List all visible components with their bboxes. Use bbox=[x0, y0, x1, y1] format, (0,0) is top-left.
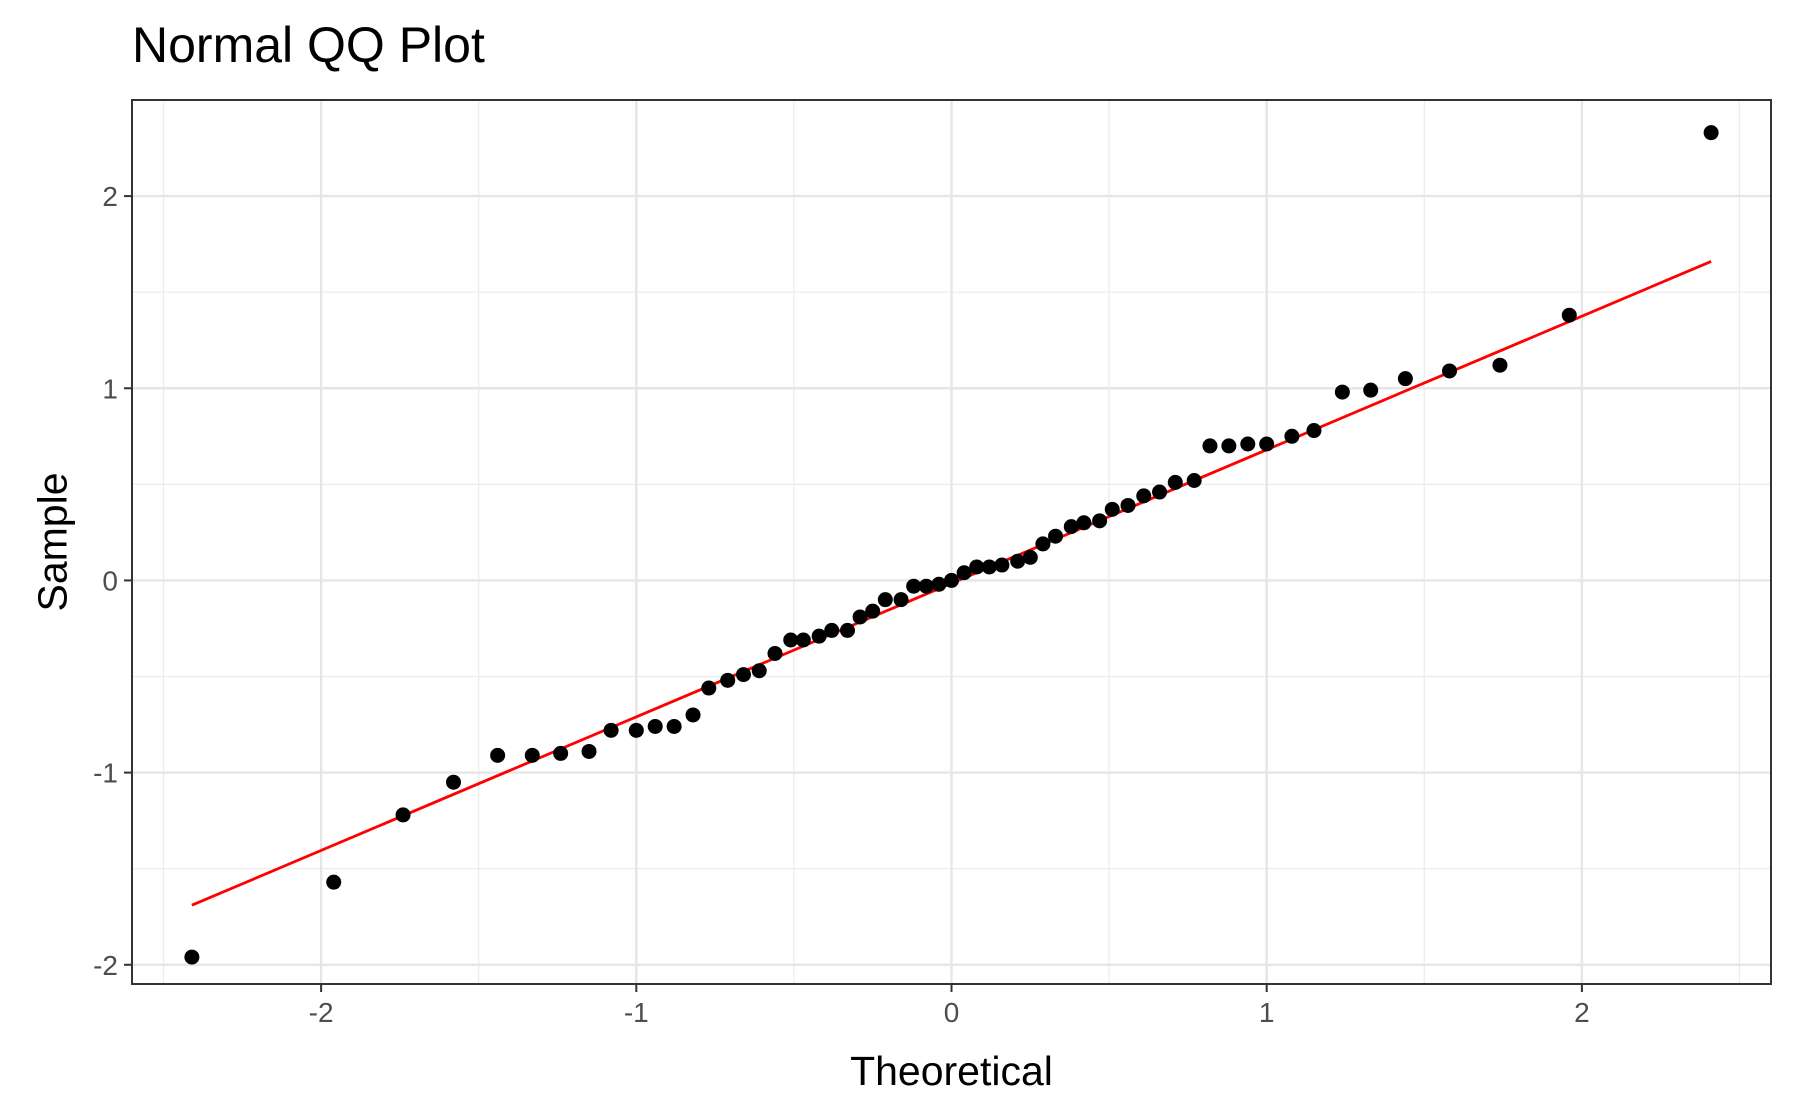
data-point bbox=[445, 774, 461, 790]
data-point bbox=[1240, 436, 1256, 452]
data-point bbox=[720, 672, 736, 688]
data-point bbox=[603, 722, 619, 738]
data-point bbox=[1167, 474, 1183, 490]
data-point bbox=[1221, 438, 1237, 454]
data-point bbox=[1063, 519, 1079, 535]
data-point bbox=[994, 557, 1010, 573]
data-point bbox=[1136, 488, 1152, 504]
data-point bbox=[811, 628, 827, 644]
data-point bbox=[1120, 497, 1136, 513]
x-tick-label: 1 bbox=[1259, 997, 1275, 1028]
data-point bbox=[767, 645, 783, 661]
data-point bbox=[553, 745, 569, 761]
data-point bbox=[490, 747, 506, 763]
data-point bbox=[395, 807, 411, 823]
data-point bbox=[1561, 307, 1577, 323]
data-point bbox=[1104, 501, 1120, 517]
data-point bbox=[956, 565, 972, 581]
plot-title: Normal QQ Plot bbox=[132, 17, 485, 73]
data-point bbox=[824, 622, 840, 638]
data-point bbox=[1048, 528, 1064, 544]
y-tick-label: 1 bbox=[102, 373, 118, 404]
data-point bbox=[1152, 484, 1168, 500]
data-point bbox=[893, 592, 909, 608]
data-point bbox=[1703, 125, 1719, 141]
data-point bbox=[1186, 473, 1202, 489]
data-point bbox=[1022, 549, 1038, 565]
data-point bbox=[647, 718, 663, 734]
data-point bbox=[1035, 536, 1051, 552]
data-point bbox=[931, 576, 947, 592]
x-tick-label: 2 bbox=[1574, 997, 1590, 1028]
data-point bbox=[685, 707, 701, 723]
y-axis-title: Sample bbox=[29, 472, 75, 611]
data-point bbox=[1492, 357, 1508, 373]
x-tick-label: 0 bbox=[944, 997, 960, 1028]
data-point bbox=[1202, 438, 1218, 454]
data-point bbox=[918, 578, 934, 594]
data-point bbox=[326, 874, 342, 890]
x-tick-label: -1 bbox=[624, 997, 649, 1028]
data-point bbox=[839, 622, 855, 638]
data-point bbox=[1363, 382, 1379, 398]
data-point bbox=[1076, 515, 1092, 531]
x-axis-ticks: -2 -1 0 1 2 bbox=[309, 984, 1590, 1028]
y-tick-label: -2 bbox=[93, 950, 118, 981]
y-tick-label: 0 bbox=[102, 565, 118, 596]
data-point bbox=[1306, 423, 1322, 439]
data-point bbox=[628, 722, 644, 738]
x-axis-title: Theoretical bbox=[850, 1048, 1053, 1094]
data-point bbox=[524, 747, 540, 763]
data-point bbox=[783, 632, 799, 648]
y-axis-ticks: -2 -1 0 1 2 bbox=[93, 181, 132, 981]
data-point bbox=[1442, 363, 1458, 379]
data-point bbox=[969, 559, 985, 575]
data-point bbox=[751, 663, 767, 679]
data-point bbox=[1259, 436, 1275, 452]
data-point bbox=[865, 603, 881, 619]
data-point bbox=[877, 592, 893, 608]
data-point bbox=[1010, 553, 1026, 569]
data-point bbox=[852, 609, 868, 625]
data-point bbox=[981, 559, 997, 575]
data-point bbox=[1284, 428, 1300, 444]
data-point bbox=[1092, 513, 1108, 529]
data-point bbox=[1397, 371, 1413, 387]
data-point bbox=[666, 718, 682, 734]
data-point bbox=[184, 949, 200, 965]
x-tick-label: -2 bbox=[309, 997, 334, 1028]
data-point bbox=[701, 680, 717, 696]
y-tick-label: -1 bbox=[93, 758, 118, 789]
data-point bbox=[581, 743, 597, 759]
data-point bbox=[1334, 384, 1350, 400]
data-points bbox=[184, 125, 1719, 965]
y-tick-label: 2 bbox=[102, 181, 118, 212]
data-point bbox=[906, 578, 922, 594]
data-point bbox=[735, 667, 751, 683]
data-point bbox=[944, 572, 959, 588]
data-point bbox=[795, 632, 811, 648]
